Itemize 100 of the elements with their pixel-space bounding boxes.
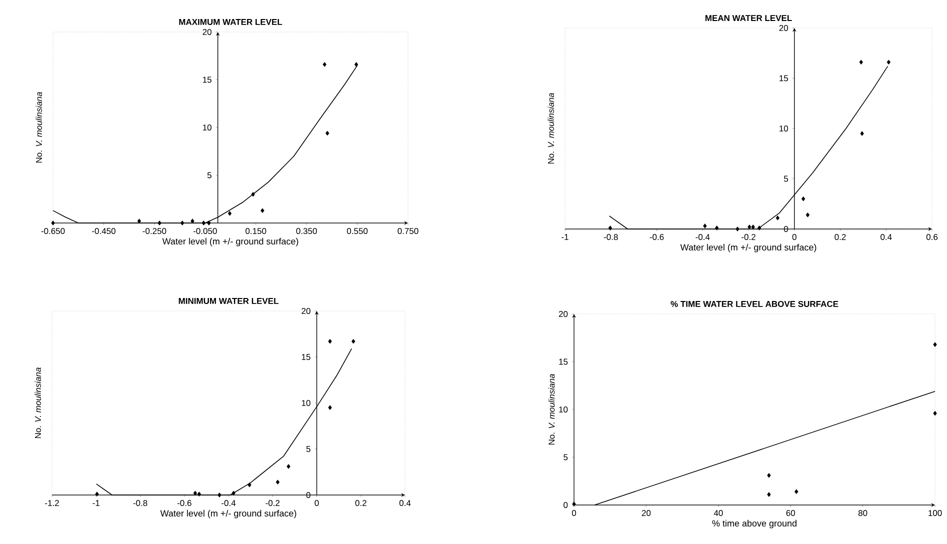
point bbox=[703, 224, 707, 228]
x-tick-label: 0 bbox=[572, 510, 576, 516]
x-tick-label: 100 bbox=[928, 510, 942, 516]
point bbox=[608, 226, 612, 230]
x-tick-label: -0.650 bbox=[41, 228, 65, 234]
x-tick-label: -0.2 bbox=[742, 234, 756, 240]
point bbox=[51, 220, 55, 226]
y-tick-label: 15 bbox=[302, 354, 310, 360]
point bbox=[354, 62, 358, 67]
x-tick-label: 0.4 bbox=[399, 500, 411, 506]
point bbox=[801, 196, 806, 202]
y-tick-label: 5 bbox=[564, 454, 568, 460]
point bbox=[757, 226, 762, 230]
x-tick-label: 0.550 bbox=[346, 228, 368, 234]
x-tick-label: -1.2 bbox=[45, 500, 59, 506]
x-tick-label: 0.350 bbox=[296, 228, 317, 234]
point bbox=[933, 410, 937, 416]
x-tick-label: 0.2 bbox=[355, 500, 366, 506]
point bbox=[95, 492, 99, 496]
x-tick-label: 40 bbox=[714, 510, 723, 516]
y-axis-title: No. V. moulinsiana bbox=[548, 93, 554, 164]
x-tick-label: 0.750 bbox=[398, 228, 418, 234]
x-tick-label: -1 bbox=[92, 500, 100, 506]
point bbox=[859, 60, 863, 65]
y-axis-title: No. V. moulinsiana bbox=[34, 368, 41, 438]
x-tick-label: -0.4 bbox=[222, 500, 236, 506]
y-tick-label: 20 bbox=[558, 311, 568, 318]
point bbox=[767, 472, 771, 478]
point bbox=[715, 226, 719, 230]
point bbox=[260, 208, 264, 213]
x-tick-label: 0.150 bbox=[246, 228, 266, 234]
y-tick-label: 20 bbox=[779, 24, 788, 32]
point bbox=[193, 490, 198, 496]
x-tick-label: 0.2 bbox=[834, 234, 846, 240]
point bbox=[806, 212, 810, 218]
point bbox=[180, 220, 184, 226]
y-tick-label: 5 bbox=[784, 176, 788, 182]
x-tick-label: -0.8 bbox=[604, 234, 618, 240]
x-tick-label: -0.2 bbox=[266, 500, 280, 506]
point bbox=[322, 62, 326, 67]
point bbox=[232, 490, 236, 496]
chart-title: MINIMUM WATER LEVEL bbox=[178, 298, 278, 304]
point bbox=[197, 492, 202, 496]
y-axis-title: No. V. moulinsiana bbox=[548, 374, 555, 445]
point bbox=[158, 220, 162, 226]
chart-title: MAXIMUM WATER LEVEL bbox=[179, 19, 282, 25]
point bbox=[751, 224, 755, 230]
point bbox=[776, 216, 780, 220]
point bbox=[328, 338, 332, 344]
point bbox=[202, 220, 206, 226]
point bbox=[860, 131, 864, 136]
x-tick-label: -0.250 bbox=[142, 228, 166, 234]
x-tick-label: 20 bbox=[642, 510, 651, 516]
y-tick-label: 20 bbox=[302, 308, 310, 314]
x-tick-label: 80 bbox=[858, 510, 868, 516]
chart-title: % TIME WATER LEVEL ABOVE SURFACE bbox=[670, 300, 838, 307]
x-tick-label: -0.6 bbox=[650, 234, 664, 240]
y-tick-label: 15 bbox=[780, 75, 788, 82]
y-tick-label: 15 bbox=[559, 358, 568, 365]
point bbox=[251, 192, 255, 197]
point bbox=[794, 489, 798, 494]
point bbox=[736, 226, 740, 232]
y-tick-label: 10 bbox=[202, 124, 212, 130]
point bbox=[137, 218, 142, 224]
point bbox=[933, 342, 937, 347]
point bbox=[286, 464, 290, 469]
y-tick-label: 5 bbox=[306, 446, 310, 452]
point bbox=[248, 482, 252, 488]
point bbox=[748, 224, 752, 230]
point bbox=[207, 220, 211, 226]
x-tick-label: -0.050 bbox=[193, 228, 217, 234]
point bbox=[886, 60, 891, 65]
x-tick-label: 0 bbox=[314, 500, 319, 506]
y-tick-label: 10 bbox=[780, 125, 788, 132]
x-tick-label: -0.6 bbox=[177, 500, 192, 506]
x-axis-title: Water level (m +/- ground surface) bbox=[680, 244, 816, 252]
x-tick-label: -0.4 bbox=[696, 234, 710, 240]
x-axis-title: % time above ground bbox=[712, 520, 796, 528]
y-tick-label: 20 bbox=[202, 28, 212, 36]
point bbox=[276, 480, 280, 485]
point bbox=[218, 492, 222, 498]
point bbox=[326, 130, 330, 136]
point bbox=[190, 218, 194, 224]
x-tick-label: 0.4 bbox=[880, 234, 892, 240]
x-tick-label: -0.450 bbox=[92, 228, 116, 234]
y-tick-label: 5 bbox=[207, 172, 212, 178]
y-tick-label: 10 bbox=[302, 400, 310, 406]
x-axis-title: Water level (m +/- ground surface) bbox=[160, 510, 296, 518]
point bbox=[328, 405, 332, 410]
chart-title: MEAN WATER LEVEL bbox=[705, 15, 792, 21]
y-axis-title: No. V. moulinsiana bbox=[36, 92, 42, 163]
x-tick-label: 0 bbox=[792, 234, 796, 240]
point bbox=[228, 211, 232, 216]
x-axis-title: Water level (m +/- ground surface) bbox=[162, 238, 298, 246]
x-tick-label: 0.6 bbox=[926, 234, 938, 240]
point bbox=[767, 492, 771, 497]
point bbox=[572, 502, 576, 506]
y-tick-label: 15 bbox=[202, 76, 212, 83]
y-tick-label: 10 bbox=[559, 406, 568, 413]
x-tick-label: -1 bbox=[562, 234, 568, 240]
